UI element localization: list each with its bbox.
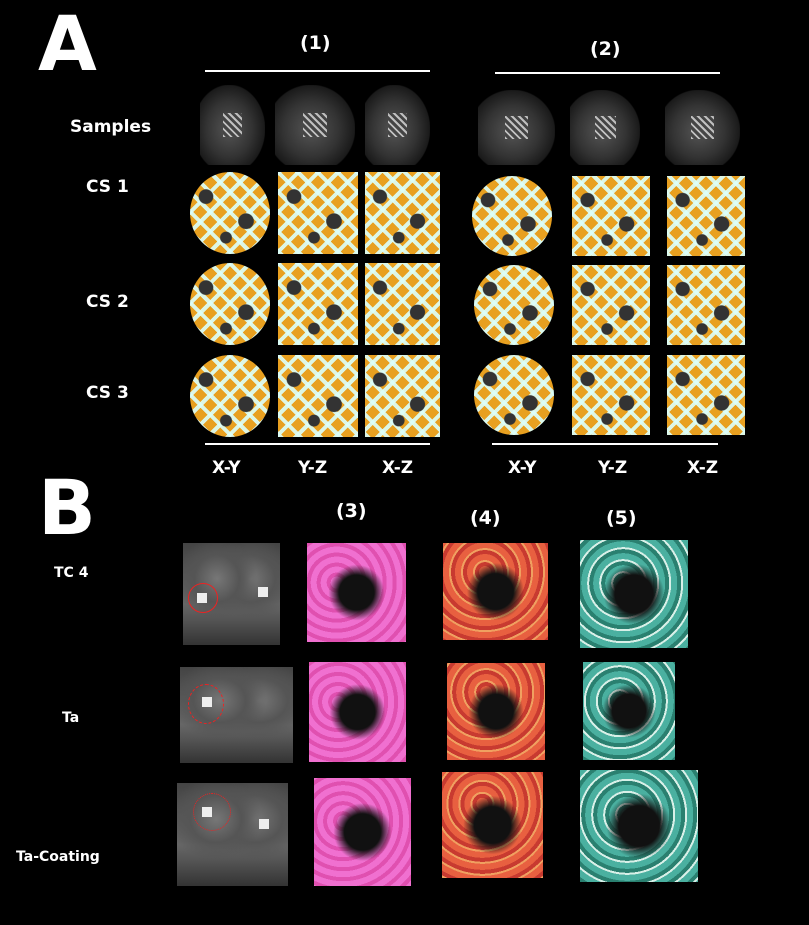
row-label-samples: Samples [70,117,152,137]
column-header-3: (3) [336,500,367,522]
divider [495,72,720,74]
sample-image [570,90,640,165]
sample-image [665,90,740,165]
column-header-5: (5) [606,507,637,529]
cross-section-image [572,265,650,345]
histology-image [442,772,543,878]
cross-section-image [572,176,650,256]
column-label: X-Y [508,458,537,478]
cross-section-image [278,172,358,254]
row-label-cs2: CS 2 [86,292,129,312]
implant-marker [202,807,212,817]
row-label-ta-coating: Ta-Coating [16,849,100,865]
histology-image [314,778,411,886]
row-label-cs3: CS 3 [86,383,129,403]
sample-image [365,85,430,165]
column-label: X-Y [212,458,241,478]
marker-circle [193,793,231,831]
cross-section-image [474,355,554,435]
cross-section-image [190,263,270,345]
group-header-2: (2) [590,38,621,60]
panel-a-letter: A [38,0,97,88]
column-header-4: (4) [470,507,501,529]
implant-marker [202,697,212,707]
cross-section-image [190,355,270,437]
cross-section-image [365,172,440,254]
xray-image [180,667,293,763]
column-label: X-Z [687,458,719,478]
implant-marker [197,593,207,603]
cross-section-image [365,355,440,437]
cross-section-image [278,263,358,345]
column-label: X-Z [382,458,414,478]
xray-image [183,543,280,645]
histology-image [447,663,545,760]
panel-b-letter: B [38,463,96,552]
implant-marker [259,819,269,829]
row-label-tc4: TC 4 [54,565,89,581]
histology-image [307,543,406,642]
marker-circle [188,684,224,724]
histology-image [583,662,675,760]
cross-section-image [667,265,745,345]
group-header-1: (1) [300,32,331,54]
cross-section-image [190,172,270,254]
histology-image [309,662,406,762]
implant-marker [258,587,268,597]
column-label: Y-Z [598,458,628,478]
cross-section-image [472,176,552,256]
cross-section-image [278,355,358,437]
histology-image [443,543,548,640]
sample-image [478,90,555,165]
divider [205,443,430,445]
cross-section-image [365,263,440,345]
divider [492,443,718,445]
row-label-cs1: CS 1 [86,177,129,197]
cross-section-image [474,265,554,345]
row-label-ta: Ta [62,710,80,726]
cross-section-image [667,176,745,256]
histology-image [580,770,698,882]
column-label: Y-Z [298,458,328,478]
sample-image [200,85,265,165]
sample-image [275,85,355,165]
cross-section-image [667,355,745,435]
marker-circle [188,583,218,613]
divider [205,70,430,72]
xray-image [177,783,288,886]
cross-section-image [572,355,650,435]
histology-image [580,540,688,648]
